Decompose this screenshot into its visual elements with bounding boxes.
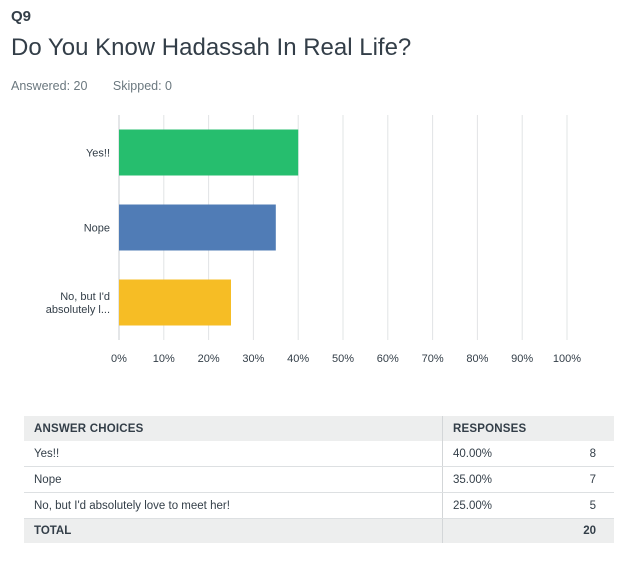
answered-count: Answered: 20	[11, 79, 88, 93]
question-number: Q9	[11, 8, 32, 25]
x-tick-label: 0%	[111, 353, 127, 365]
x-tick-label: 70%	[422, 353, 444, 365]
x-tick-label: 60%	[377, 353, 399, 365]
x-tick-label: 100%	[553, 353, 581, 365]
table-header-row: ANSWER CHOICES RESPONSES	[24, 416, 614, 441]
bar	[119, 279, 231, 326]
choice-cell: Nope	[24, 466, 443, 493]
count-cell: 5	[544, 492, 614, 519]
count-cell: 8	[544, 441, 614, 467]
total-label: TOTAL	[24, 518, 443, 543]
responses-table: ANSWER CHOICES RESPONSES Yes!! 40.00% 8 …	[24, 416, 614, 543]
x-tick-label: 30%	[242, 353, 264, 365]
total-spacer	[442, 518, 545, 543]
header-responses: RESPONSES	[442, 416, 614, 441]
bar	[119, 129, 299, 176]
choice-cell: No, but I'd absolutely love to meet her!	[24, 492, 443, 519]
header-answer-choices: ANSWER CHOICES	[24, 416, 443, 441]
category-label: Yes!!	[86, 148, 110, 160]
skipped-count: Skipped: 0	[112, 79, 172, 93]
percent-cell: 25.00%	[442, 492, 545, 519]
table-row: No, but I'd absolutely love to meet her!…	[24, 492, 614, 519]
table-row: Nope 35.00% 7	[24, 466, 614, 493]
question-title: Do You Know Hadassah In Real Life?	[11, 34, 412, 61]
x-tick-label: 50%	[332, 353, 354, 365]
bar-chart: 0% 10% 20% 30% 40% 50% 60% 70% 80% 90% 100% Yes!! No…	[46, 115, 581, 365]
count-cell: 7	[544, 466, 614, 493]
x-tick-label: 90%	[511, 353, 533, 365]
x-tick-label: 20%	[198, 353, 220, 365]
total-row: TOTAL 20	[24, 518, 614, 543]
percent-cell: 40.00%	[442, 441, 545, 467]
x-tick-label: 10%	[153, 353, 175, 365]
bar	[119, 204, 276, 251]
choice-cell: Yes!!	[24, 441, 443, 467]
x-tick-label: 80%	[466, 353, 488, 365]
category-label: No, but I'd	[60, 291, 110, 303]
total-count: 20	[544, 518, 614, 543]
x-tick-label: 40%	[287, 353, 309, 365]
category-label: absolutely l...	[46, 304, 110, 316]
percent-cell: 35.00%	[442, 466, 545, 493]
category-label: Nope	[84, 223, 110, 235]
table-row: Yes!! 40.00% 8	[24, 441, 614, 467]
response-stats: Answered: 20 Skipped: 0	[11, 79, 194, 93]
